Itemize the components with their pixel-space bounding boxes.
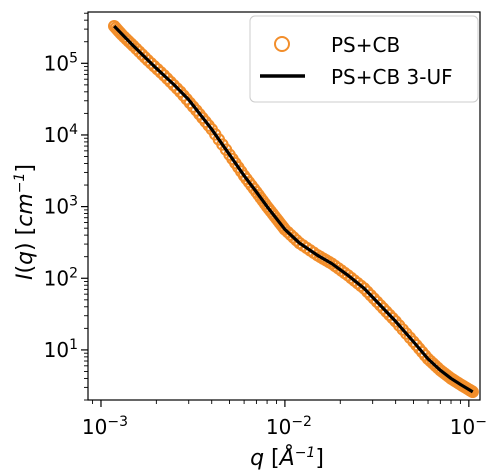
data-point: [386, 311, 399, 325]
axis-ticks: 10−3 10−2 10−1 101 102 103 104 105: [44, 12, 486, 439]
data-point: [161, 72, 174, 85]
x-tick-label: 10−1: [450, 414, 486, 439]
data-point: [364, 288, 377, 302]
data-point: [167, 79, 180, 92]
data-point: [370, 295, 384, 309]
fit-line: [113, 25, 474, 394]
data-point: [358, 282, 371, 295]
data-point: [374, 299, 387, 312]
y-tick-label: 103: [44, 194, 78, 219]
legend-box: [249, 15, 479, 103]
legend-label-ps-cb-3-uf: PS+CB 3-UF: [331, 65, 453, 89]
data-layer: [108, 19, 479, 399]
x-axis-label: q [Å−1]: [250, 444, 324, 471]
data-point: [466, 385, 479, 399]
data-point: [377, 302, 390, 315]
plot-area-border: [87, 11, 481, 401]
legend: PS+CB PS+CB 3-UF: [249, 15, 479, 103]
data-point: [164, 75, 177, 89]
x-tick-label: 10−2: [266, 414, 312, 439]
data-point: [157, 69, 171, 82]
y-tick-label: 102: [44, 265, 78, 290]
data-point: [361, 285, 374, 299]
data-point: [380, 305, 393, 318]
data-point: [367, 292, 381, 305]
y-tick-label: 101: [44, 337, 78, 362]
data-point: [170, 82, 184, 95]
y-tick-label: 105: [44, 50, 78, 75]
y-axis-label: I(q) [cm−1]: [12, 164, 38, 280]
data-point: [154, 66, 167, 79]
legend-marker-ps-cb: [274, 36, 290, 52]
x-tick-label: 10−3: [82, 414, 128, 439]
legend-label-ps-cb: PS+CB: [331, 33, 400, 57]
plot-frame: [87, 11, 481, 401]
data-point: [383, 308, 396, 322]
y-tick-label: 104: [44, 122, 78, 147]
